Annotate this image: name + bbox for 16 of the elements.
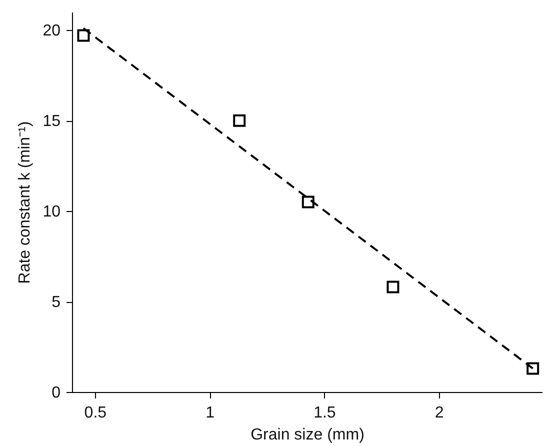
point [386,280,400,294]
point [77,29,90,42]
x-tick-label: 1.5 [314,404,336,422]
x-tick-label: 1 [206,404,215,422]
y-tick-label: 5 [52,294,61,312]
point [233,114,246,127]
x-axis-title: Grain size (mm) [250,426,364,444]
point [302,196,314,208]
y-tick-label: 0 [52,384,61,402]
y-tick-label: 15 [42,113,61,130]
point [526,362,540,375]
y-axis-title: Rate constant k (min⁻¹) [16,121,34,284]
x-tick-label: 0.5 [84,404,107,422]
y-tick-label: 10 [42,204,61,221]
x-tick-label: 2 [434,404,444,422]
y-tick-label: 20 [42,22,61,40]
